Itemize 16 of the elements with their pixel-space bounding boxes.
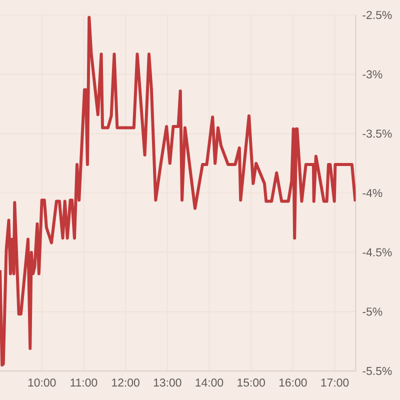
y-tick-label: -4%: [362, 188, 382, 197]
x-tick-label: 13:00: [154, 378, 182, 387]
y-tick-label: -5%: [362, 308, 382, 316]
x-tick-label: 12:00: [112, 378, 140, 387]
x-tick-label: 11:00: [70, 378, 98, 387]
y-tick-label: -3%: [362, 70, 382, 78]
y-tick-label: -3.5%: [362, 130, 392, 138]
y-tick-label: -2.5%: [362, 10, 392, 20]
line-series: [0, 16, 356, 367]
x-tick-label: 15:00: [238, 378, 265, 387]
y-tick-label: -5.5%: [362, 366, 392, 376]
x-tick-label: 16:00: [279, 378, 307, 387]
x-tick-label: 14:00: [196, 378, 224, 387]
y-tick-label: -4.5%: [362, 248, 392, 256]
x-tick-label: 10:00: [28, 378, 56, 387]
x-tick-label: 17:00: [321, 378, 349, 387]
